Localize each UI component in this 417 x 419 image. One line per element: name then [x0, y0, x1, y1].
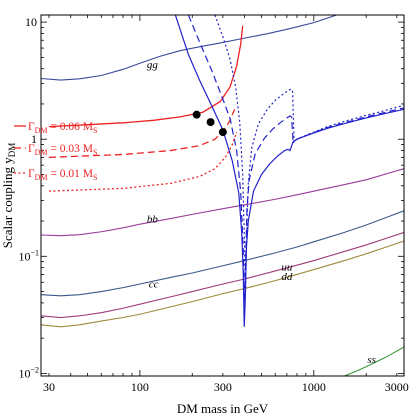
y-tick-label: 10−2	[18, 365, 39, 380]
x-tick-label: 1000	[302, 380, 326, 394]
curve-dd	[41, 240, 404, 328]
curve-label-cc: cc	[149, 279, 159, 291]
curve-bb	[41, 168, 404, 237]
blue-curve-dotted	[214, 15, 404, 292]
legend-coefficient: = 0.06 M	[48, 121, 93, 133]
marker-point	[218, 128, 227, 137]
curve-ss	[344, 346, 404, 376]
curve-label-bb: bb	[147, 213, 159, 225]
y-tick-label-exponent: −1	[30, 248, 39, 257]
curve-label-gg: gg	[147, 59, 159, 71]
y-tick-label-base: 10	[18, 366, 30, 380]
legend-coefficient: = 0.01 M	[48, 168, 93, 180]
y-tick-label-exponent: −2	[30, 365, 39, 374]
legend-gamma: Γ	[28, 143, 35, 155]
y-axis-title: Scalar coupling yDM	[0, 143, 17, 249]
markers-layer	[192, 110, 227, 137]
blue-curve-dashed	[187, 15, 404, 303]
red-curve-solid	[48, 25, 244, 128]
marker-point	[206, 118, 215, 127]
x-tick-label: 300	[214, 380, 232, 394]
y-axis-title-subscript: DM	[7, 143, 17, 158]
marker-point	[192, 110, 201, 119]
ticks-layer	[41, 15, 404, 376]
y-tick-label: 10	[25, 15, 37, 29]
y-tick-label: 10−1	[18, 248, 39, 263]
curve-gg	[41, 15, 339, 81]
y-tick-label: 1	[31, 132, 37, 146]
red-curve-dotted	[48, 131, 238, 192]
legend-label-dotted: ΓDM = 0.01 MS	[28, 168, 97, 182]
y-tick-label-base: 10	[18, 249, 30, 263]
curve-label-dd: dd	[281, 271, 293, 283]
y-axis-title-main: Scalar coupling y	[0, 157, 15, 248]
legend-mass-subscript: S	[93, 148, 97, 157]
curve-uu	[41, 231, 404, 319]
legend-gamma-subscript: DM	[35, 148, 48, 157]
legend-gamma: Γ	[28, 168, 35, 180]
x-tick-label: 100	[131, 380, 149, 394]
curves-layer	[41, 15, 404, 376]
legend-mass-subscript: S	[93, 126, 97, 135]
x-axis-title: DM mass in GeV	[177, 401, 269, 416]
legend-mass-subscript: S	[93, 173, 97, 182]
x-tick-label: 3000	[385, 380, 409, 394]
legend-label-solid: ΓDM = 0.06 MS	[28, 121, 97, 135]
red-curve-dashed	[48, 109, 236, 158]
legend-gamma: Γ	[28, 121, 35, 133]
legend-label-dashed: ΓDM = 0.03 MS	[28, 143, 97, 157]
legend-gamma-subscript: DM	[35, 173, 48, 182]
legend-coefficient: = 0.03 M	[48, 143, 93, 155]
curve-label-ss: ss	[367, 354, 376, 366]
curve-cc	[41, 210, 404, 297]
legend-gamma-subscript: DM	[35, 126, 48, 135]
x-tick-label: 30	[43, 380, 55, 394]
curve-label-uu: uu	[281, 261, 293, 273]
